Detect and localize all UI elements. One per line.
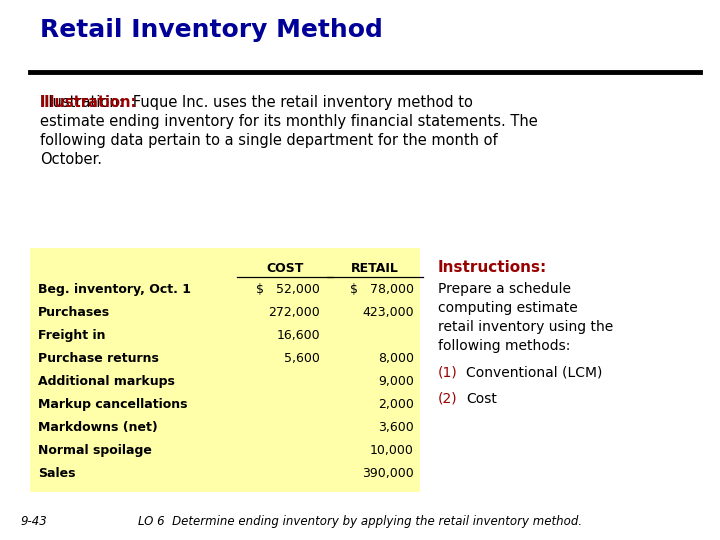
Text: $   52,000: $ 52,000 [256,283,320,296]
Text: 390,000: 390,000 [362,467,414,480]
Text: following methods:: following methods: [438,339,570,353]
Text: 272,000: 272,000 [269,306,320,319]
Text: following data pertain to a single department for the month of: following data pertain to a single depar… [40,133,498,148]
Text: COST: COST [266,262,304,275]
Text: 16,600: 16,600 [276,329,320,342]
Text: Illustration:: Illustration: [40,95,138,110]
Text: Sales: Sales [38,467,76,480]
Text: Beg. inventory, Oct. 1: Beg. inventory, Oct. 1 [38,283,191,296]
Text: estimate ending inventory for its monthly financial statements. The: estimate ending inventory for its monthl… [40,114,538,129]
Text: (1): (1) [438,366,458,380]
Text: Purchase returns: Purchase returns [38,352,159,365]
Text: Instructions:: Instructions: [438,260,547,275]
Text: 8,000: 8,000 [378,352,414,365]
Text: LO 6  Determine ending inventory by applying the retail inventory method.: LO 6 Determine ending inventory by apply… [138,515,582,528]
Text: Retail Inventory Method: Retail Inventory Method [40,18,383,42]
Text: Additional markups: Additional markups [38,375,175,388]
Text: 2,000: 2,000 [378,398,414,411]
Text: RETAIL: RETAIL [351,262,399,275]
Text: October.: October. [40,152,102,167]
Text: Markup cancellations: Markup cancellations [38,398,187,411]
Text: Normal spoilage: Normal spoilage [38,444,152,457]
FancyBboxPatch shape [30,248,420,492]
Text: 5,600: 5,600 [284,352,320,365]
Text: Prepare a schedule: Prepare a schedule [438,282,571,296]
Text: 9,000: 9,000 [378,375,414,388]
Text: (2): (2) [438,392,458,406]
Text: Freight in: Freight in [38,329,106,342]
Text: retail inventory using the: retail inventory using the [438,320,613,334]
Text: computing estimate: computing estimate [438,301,577,315]
Text: 9-43: 9-43 [20,515,47,528]
Text: Markdowns (net): Markdowns (net) [38,421,158,434]
Text: Purchases: Purchases [38,306,110,319]
Text: Cost: Cost [466,392,497,406]
Text: $   78,000: $ 78,000 [350,283,414,296]
Text: 3,600: 3,600 [378,421,414,434]
Text: Illustration:  Fuque Inc. uses the retail inventory method to: Illustration: Fuque Inc. uses the retail… [40,95,473,110]
Text: Conventional (LCM): Conventional (LCM) [466,366,603,380]
Text: 423,000: 423,000 [362,306,414,319]
Text: 10,000: 10,000 [370,444,414,457]
